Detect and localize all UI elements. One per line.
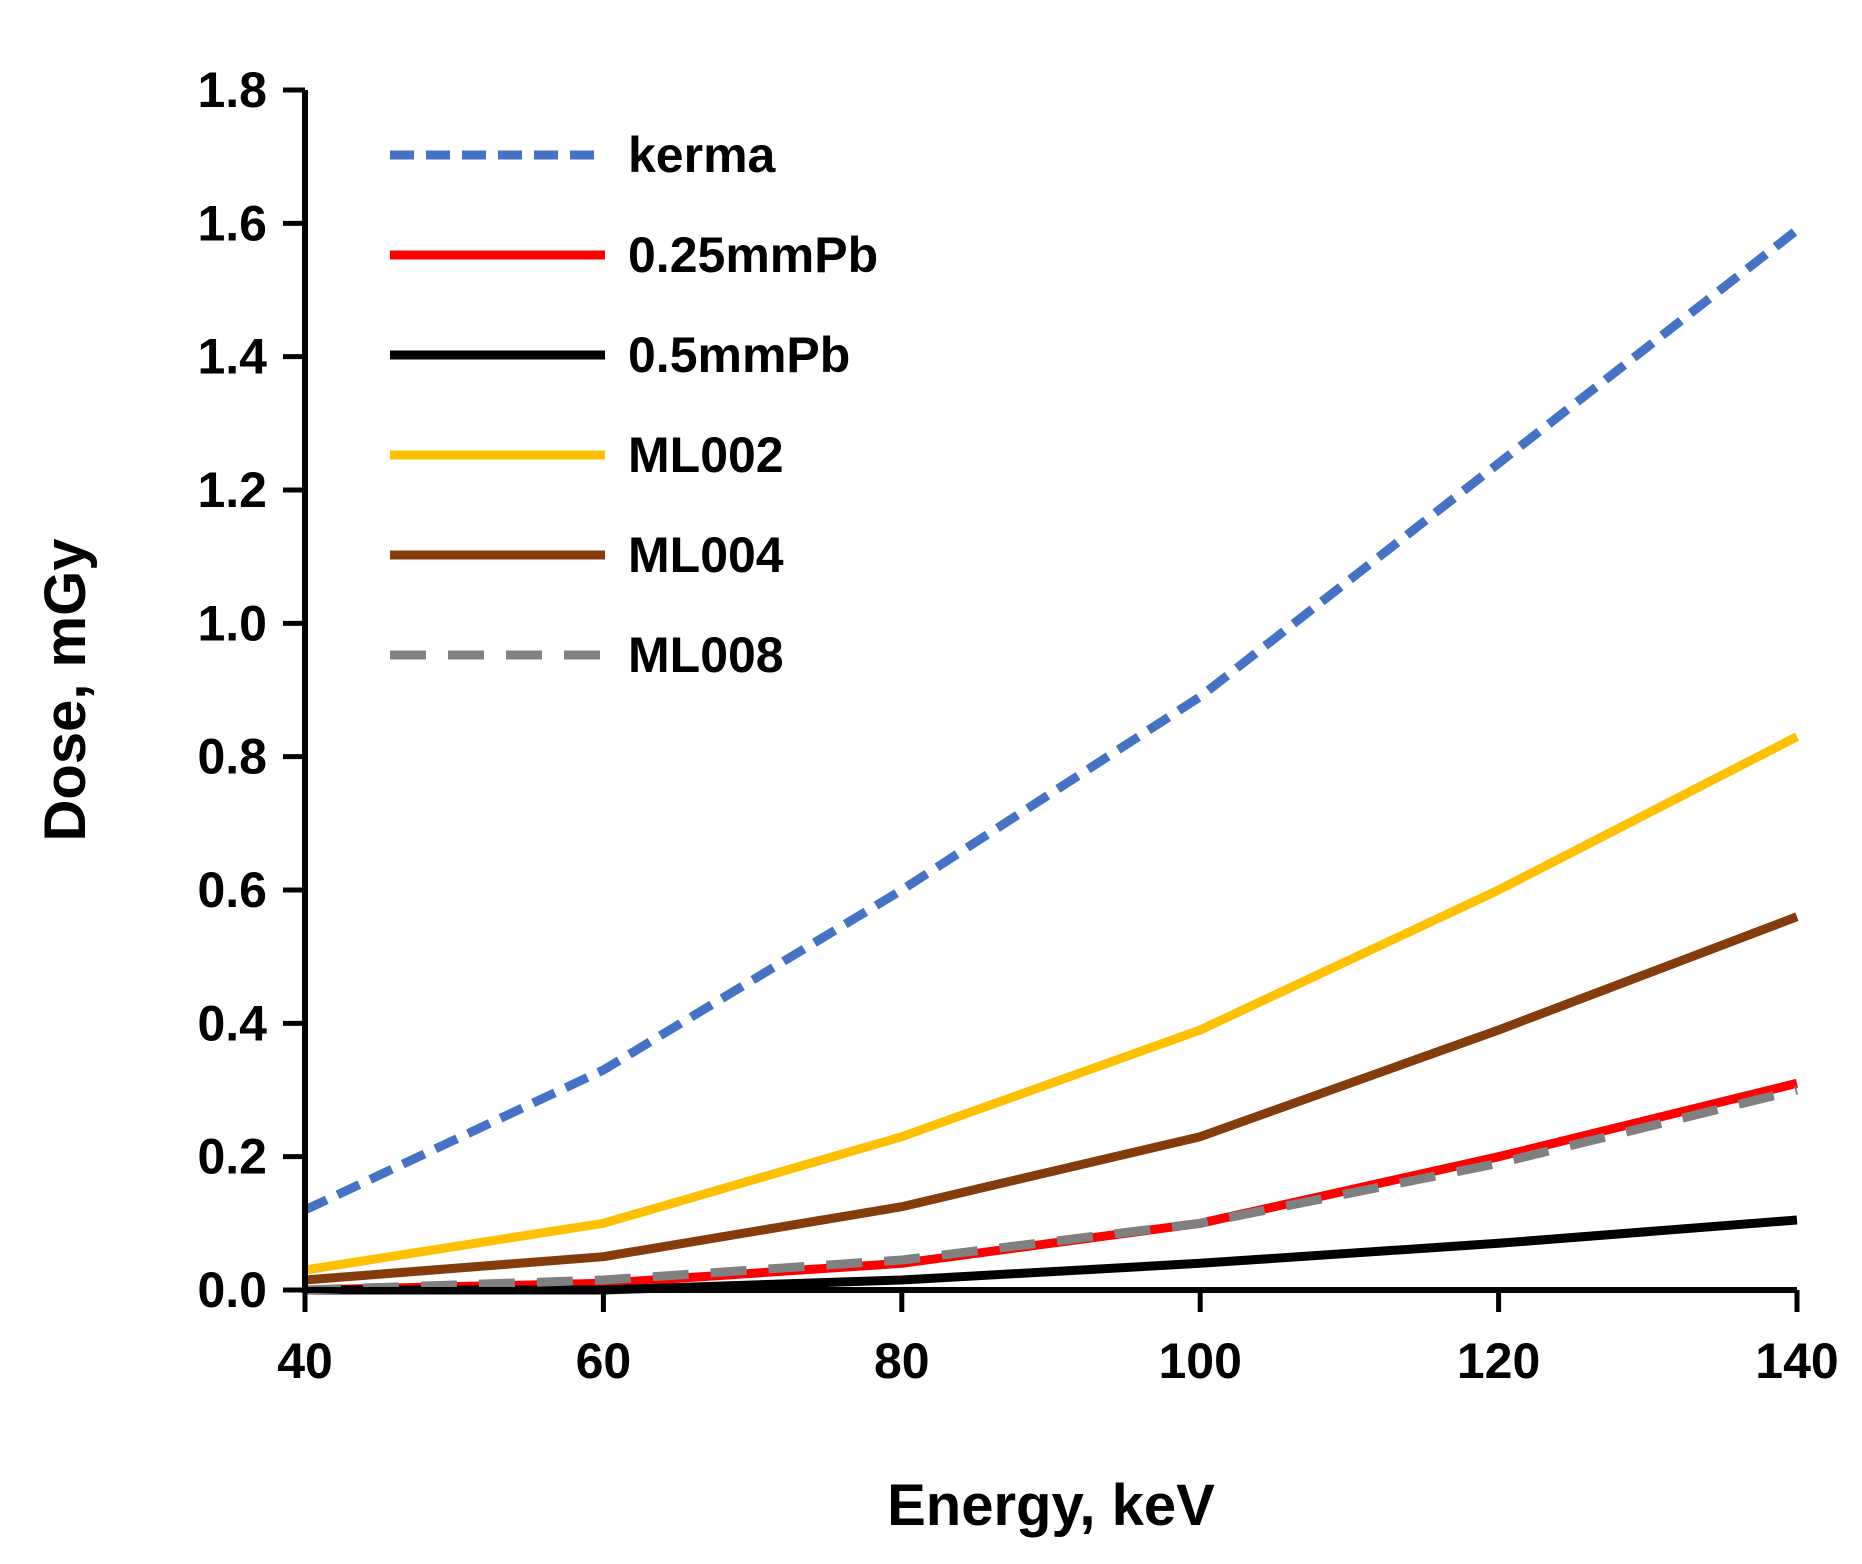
y-tick-label: 0.6 (197, 862, 267, 918)
legend-label: 0.25mmPb (628, 227, 878, 283)
y-tick-label: 1.0 (197, 595, 267, 651)
series-line-ml004 (304, 912, 1799, 1285)
legend-item: ML002 (390, 427, 784, 483)
y-tick-label: 0.2 (197, 1129, 267, 1185)
x-tick-label: 40 (277, 1333, 333, 1389)
series-line-ml002 (304, 732, 1800, 1275)
legend-item: 0.5mmPb (390, 327, 850, 383)
legend-item: 0.25mmPb (390, 227, 878, 283)
y-tick-label: 1.2 (197, 462, 267, 518)
series-layer (303, 226, 1800, 1295)
y-tick-label: 0.0 (197, 1262, 267, 1318)
x-tick-label: 140 (1755, 1333, 1838, 1389)
legend-item: ML004 (390, 527, 784, 583)
legend-item: ML008 (390, 627, 784, 683)
y-tick-label: 1.4 (197, 329, 267, 385)
ticks-layer: 0.0 0.2 0.4 0.6 0.8 1.0 1.2 1.4 1.6 1.8 40 60 80 100 1… (197, 62, 1838, 1389)
series-line-kerma (303, 226, 1800, 1215)
x-tick-label: 80 (874, 1333, 930, 1389)
legend-label: ML004 (628, 527, 784, 583)
x-tick-label: 60 (576, 1333, 632, 1389)
legend-label: kerma (628, 127, 777, 183)
y-tick-label: 0.8 (197, 729, 267, 785)
legend-label: ML008 (628, 627, 784, 683)
legend-label: 0.5mmPb (628, 327, 850, 383)
axes-layer (302, 90, 1797, 1293)
series-line-ml008 (304, 1085, 1799, 1295)
y-tick-label: 1.8 (197, 62, 267, 118)
legend: kerma 0.25mmPb 0.5mmPb ML002 ML004 ML008 (390, 127, 878, 683)
x-tick-label: 100 (1158, 1333, 1241, 1389)
x-tick-label: 120 (1457, 1333, 1540, 1389)
y-tick-label: 0.4 (197, 995, 267, 1051)
y-axis-title: Dose, mGy (33, 539, 98, 842)
legend-item: kerma (390, 127, 777, 183)
x-axis-title: Energy, keV (887, 1473, 1215, 1538)
y-tick-label: 1.6 (197, 195, 267, 251)
legend-label: ML002 (628, 427, 784, 483)
